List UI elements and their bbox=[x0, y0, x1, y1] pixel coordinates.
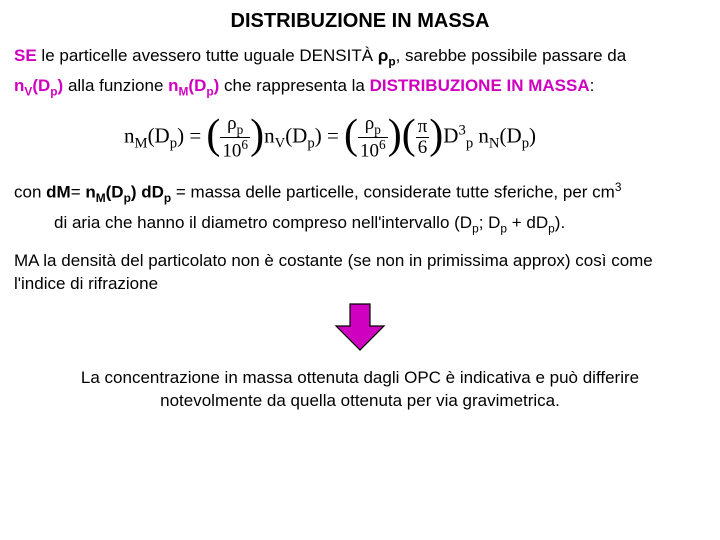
page-title: DISTRIBUZIONE IN MASSA bbox=[14, 8, 706, 35]
frac-1: ρp106 bbox=[220, 114, 250, 161]
paragraph-2: nV(Dp) alla funzione nM(Dp) che rapprese… bbox=[14, 75, 706, 99]
p1-t1: le particelle avessero tutte uguale DENS… bbox=[37, 46, 378, 65]
eq-subV: V bbox=[275, 135, 286, 151]
p3-dM: dM bbox=[46, 183, 71, 202]
p1-t2: , sarebbe possibile passare da bbox=[396, 46, 627, 65]
eq-dp2s: p bbox=[307, 135, 314, 151]
se-word: SE bbox=[14, 46, 37, 65]
eq-nM: n bbox=[124, 123, 135, 147]
nv-dp-open: (D bbox=[32, 76, 50, 95]
dist-text: DISTRIBUZIONE IN MASSA bbox=[370, 76, 590, 95]
p3-cube: 3 bbox=[615, 180, 622, 194]
p4-psub1: p bbox=[472, 221, 479, 235]
eq-Dp: p bbox=[466, 135, 473, 151]
paragraph-1: SE le particelle avessero tutte uguale D… bbox=[14, 45, 706, 69]
p3-dDp: dD bbox=[137, 183, 164, 202]
eq-D: D bbox=[443, 123, 458, 147]
arrow-shape bbox=[336, 304, 384, 350]
p2-colon: : bbox=[590, 76, 595, 95]
frac-3: π6 bbox=[416, 117, 430, 158]
p3-nM: n bbox=[85, 183, 95, 202]
eq-dp2c: ) bbox=[315, 123, 322, 147]
down-arrow-icon bbox=[330, 302, 390, 352]
eq-dp1s: p bbox=[170, 135, 177, 151]
paragraph-3: con dM= nM(Dp) dDp = massa delle partice… bbox=[14, 179, 706, 206]
rho-sub: p bbox=[388, 54, 395, 68]
eq-dp3s: p bbox=[522, 135, 529, 151]
eq-dp2o: (D bbox=[285, 123, 307, 147]
p3-dpS: p bbox=[124, 191, 131, 205]
p4-sep: ; D bbox=[479, 213, 501, 232]
eq-eq1: = bbox=[184, 123, 206, 147]
nm-sub: M bbox=[179, 85, 189, 99]
eq-subN: N bbox=[489, 135, 500, 151]
p3-con: con bbox=[14, 183, 46, 202]
lparen-1: ( bbox=[206, 119, 220, 153]
equation: nM(Dp) = (ρp106)nV(Dp) = (ρp106)(π6)D3p … bbox=[14, 114, 706, 161]
p4-close: ). bbox=[555, 213, 565, 232]
nv-n: n bbox=[14, 76, 24, 95]
p3-eq: = bbox=[71, 183, 86, 202]
eq-subM: M bbox=[135, 135, 148, 151]
p2-t2: che rappresenta la bbox=[219, 76, 369, 95]
nv-dp-sub: p bbox=[50, 85, 57, 99]
p3-dpO: (D bbox=[106, 183, 124, 202]
p4-plus: + dD bbox=[507, 213, 548, 232]
nm-dp-sub: p bbox=[206, 85, 213, 99]
arrow-container bbox=[14, 302, 706, 359]
rparen-3: ) bbox=[429, 119, 443, 153]
paragraph-4: di aria che hanno il diametro compreso n… bbox=[54, 212, 706, 236]
rparen-1: ) bbox=[250, 119, 264, 153]
p4-psub3: p bbox=[548, 221, 555, 235]
rparen-2: ) bbox=[388, 119, 402, 153]
eq-dp1o: (D bbox=[148, 123, 170, 147]
p4-t1: di aria che hanno il diametro compreso n… bbox=[54, 213, 472, 232]
eq-dp3c: ) bbox=[529, 123, 536, 147]
lparen-3: ( bbox=[402, 119, 416, 153]
p2-t1: alla funzione bbox=[63, 76, 168, 95]
eq-nN: n bbox=[478, 123, 489, 147]
final-paragraph: La concentrazione in massa ottenuta dagl… bbox=[14, 367, 706, 413]
eq-dp3o: (D bbox=[500, 123, 522, 147]
nm-dp-open: (D bbox=[188, 76, 206, 95]
eq-cube: 3 bbox=[458, 122, 465, 138]
eq-nV: n bbox=[264, 123, 275, 147]
lparen-2: ( bbox=[344, 119, 358, 153]
paragraph-5: MA la densità del particolato non è cost… bbox=[14, 250, 706, 296]
p3-nMsub: M bbox=[96, 191, 106, 205]
eq-eq2: = bbox=[322, 123, 344, 147]
p3-t2: = massa delle particelle, considerate tu… bbox=[171, 183, 615, 202]
nm-n: n bbox=[168, 76, 178, 95]
rho-sym: ρ bbox=[378, 46, 389, 65]
frac-2: ρp106 bbox=[358, 114, 388, 161]
